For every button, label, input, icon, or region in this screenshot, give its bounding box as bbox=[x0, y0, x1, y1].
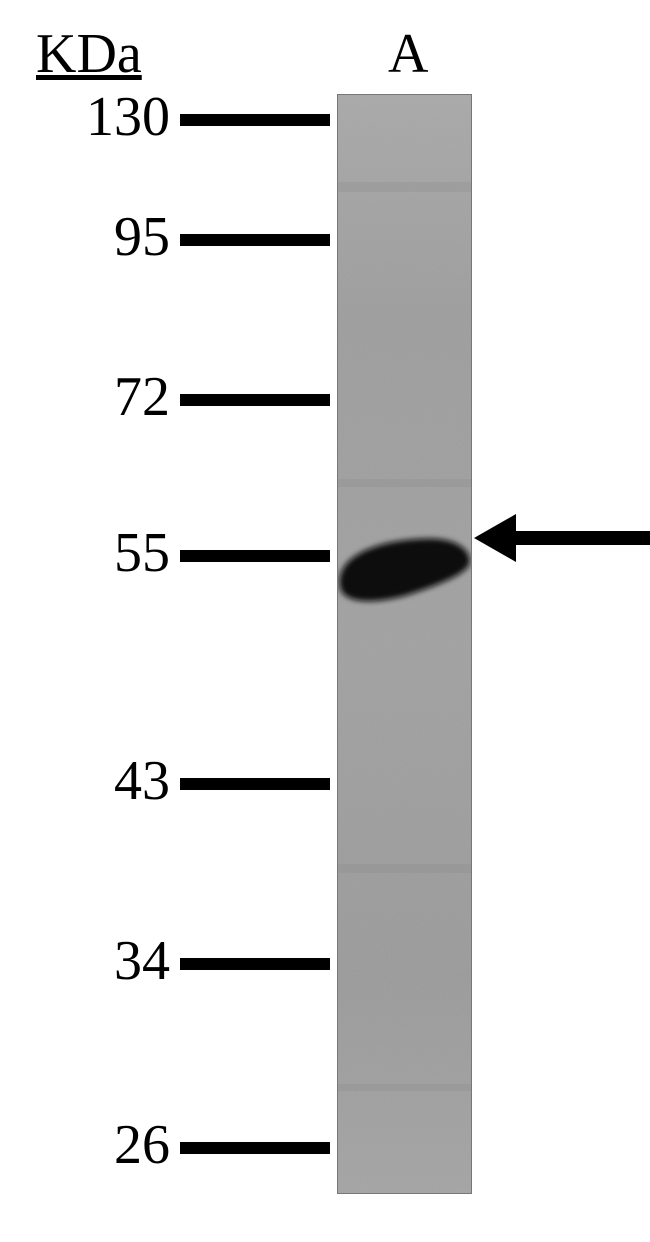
marker-label-34: 34 bbox=[114, 929, 170, 993]
band-arrow bbox=[474, 512, 650, 564]
lane-svg bbox=[337, 94, 472, 1194]
marker-label-55: 55 bbox=[114, 521, 170, 585]
ladder-mark-43 bbox=[180, 778, 330, 790]
lane-strip bbox=[337, 94, 472, 1194]
blot-container: KDa A 130 95 72 55 43 34 26 bbox=[0, 0, 650, 1242]
marker-label-43: 43 bbox=[114, 749, 170, 813]
marker-label-72: 72 bbox=[114, 365, 170, 429]
marker-label-95: 95 bbox=[114, 205, 170, 269]
marker-label-130: 130 bbox=[86, 85, 170, 149]
marker-label-26: 26 bbox=[114, 1113, 170, 1177]
ladder-mark-34 bbox=[180, 958, 330, 970]
lane-label-a: A bbox=[388, 22, 428, 86]
unit-label: KDa bbox=[36, 22, 142, 86]
ladder-mark-130 bbox=[180, 114, 330, 126]
ladder-mark-95 bbox=[180, 234, 330, 246]
ladder-mark-55 bbox=[180, 550, 330, 562]
ladder-mark-72 bbox=[180, 394, 330, 406]
arrow-svg bbox=[474, 512, 650, 564]
ladder-mark-26 bbox=[180, 1142, 330, 1154]
